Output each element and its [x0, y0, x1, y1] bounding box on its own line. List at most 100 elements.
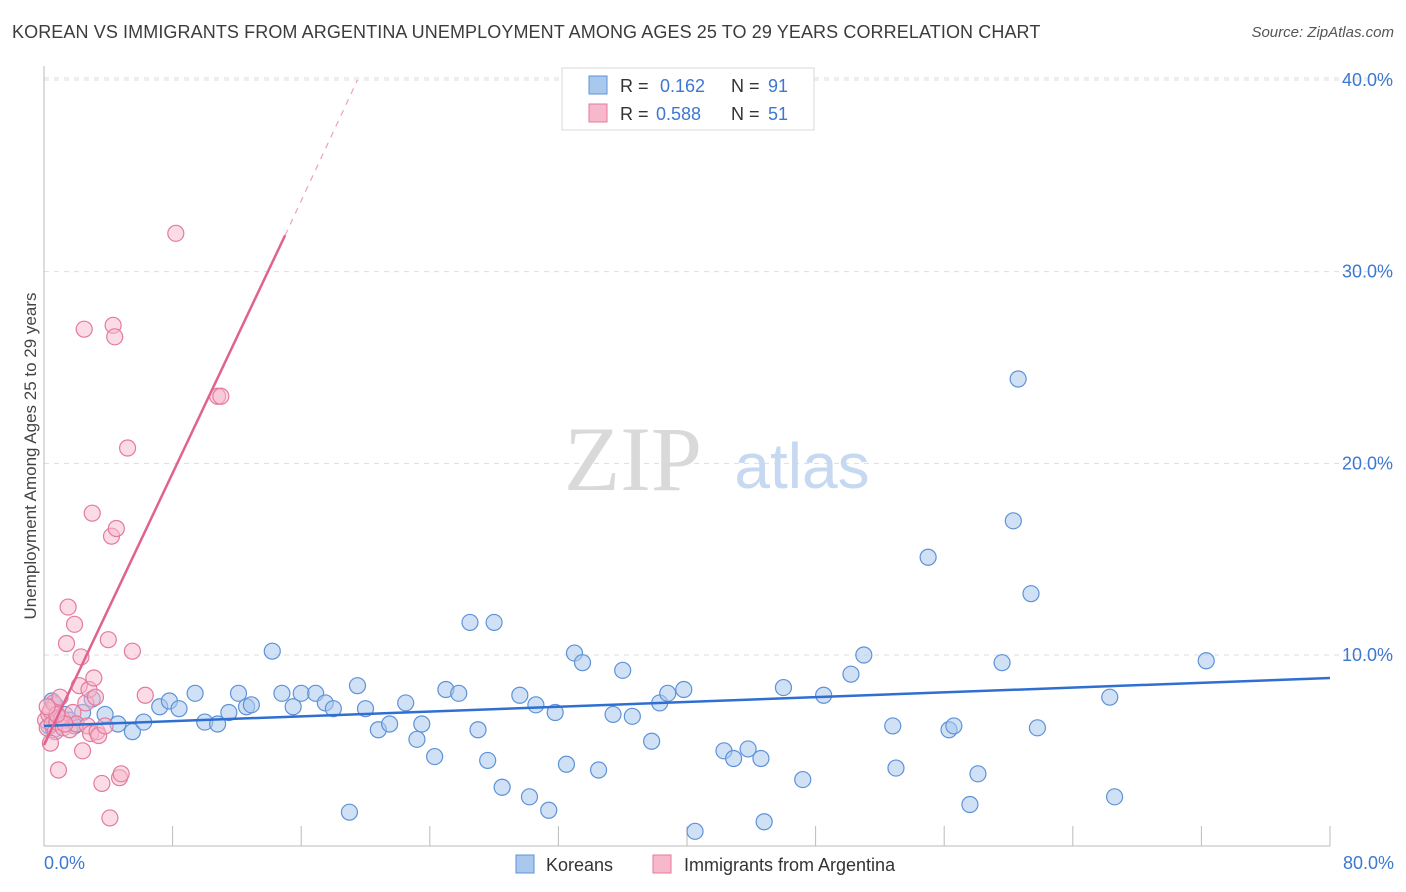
trend-line-argentina-extension	[284, 79, 359, 236]
point-koreans-70	[794, 770, 812, 789]
point-koreans-25	[273, 684, 291, 702]
point-koreans-48	[520, 788, 539, 806]
point-koreans-56	[604, 705, 622, 724]
point-argentina-42	[123, 642, 142, 660]
point-koreans-16	[170, 700, 188, 718]
legend-n-value-koreans: 91	[768, 76, 788, 96]
point-koreans-84	[1022, 585, 1040, 603]
bottom-legend-label-argentina: Immigrants from Argentina	[684, 855, 896, 875]
point-koreans-38	[413, 715, 431, 733]
point-koreans-24	[263, 642, 281, 660]
watermark: ZIP atlas	[564, 408, 870, 510]
bottom-legend-swatch-argentina	[652, 854, 672, 874]
point-koreans-46	[493, 778, 511, 796]
y-axis-label: Unemployment Among Ages 25 to 29 years	[21, 293, 40, 620]
chart-title: KOREAN VS IMMIGRANTS FROM ARGENTINA UNEM…	[12, 22, 1041, 42]
legend-swatch-argentina	[588, 103, 608, 123]
bottom-legend-swatch-koreans	[515, 854, 535, 874]
point-koreans-30	[324, 700, 342, 718]
point-koreans-36	[397, 694, 415, 712]
point-koreans-45	[485, 613, 503, 632]
point-koreans-54	[573, 654, 592, 672]
point-koreans-62	[675, 680, 693, 699]
chart-source: Source: ZipAtlas.com	[1251, 24, 1394, 41]
legend-r-value-koreans: 0.162	[660, 76, 705, 96]
point-koreans-76	[919, 548, 937, 566]
point-koreans-52	[557, 755, 576, 773]
point-koreans-63	[686, 822, 704, 840]
watermark-atlas: atlas	[734, 430, 869, 502]
series-argentina	[37, 224, 230, 827]
correlation-legend: R = 0.162 N = 91 R = 0.588 N = 51	[561, 67, 815, 131]
point-koreans-35	[381, 715, 399, 733]
y-tick-label-0: 10.0%	[1342, 645, 1393, 665]
point-argentina-50	[38, 698, 56, 716]
point-argentina-31	[93, 774, 111, 793]
point-koreans-86	[1101, 688, 1119, 706]
point-koreans-37	[408, 730, 426, 748]
legend-n-label-koreans: N =	[731, 76, 760, 96]
legend-swatch-koreans	[588, 75, 608, 95]
point-koreans-55	[589, 761, 608, 779]
x-tick-labels: 0.0% 80.0%	[44, 853, 1394, 873]
point-koreans-47	[511, 686, 529, 704]
point-koreans-41	[450, 684, 468, 702]
point-argentina-46	[212, 387, 230, 405]
point-koreans-83	[1009, 370, 1027, 388]
point-koreans-74	[884, 717, 902, 735]
point-koreans-65	[725, 749, 743, 768]
x-tick-label-max: 80.0%	[1343, 853, 1394, 873]
point-argentina-26	[83, 504, 101, 522]
x-tick-label-min: 0.0%	[44, 853, 85, 873]
point-koreans-58	[623, 707, 641, 725]
point-koreans-21	[229, 684, 248, 702]
point-koreans-59	[643, 732, 661, 750]
y-tick-label-3: 40.0%	[1342, 70, 1393, 90]
point-koreans-50	[540, 801, 558, 819]
point-argentina-34	[101, 809, 119, 827]
point-argentina-12	[57, 634, 76, 653]
point-argentina-37	[106, 328, 124, 346]
point-argentina-33	[99, 631, 117, 649]
point-koreans-32	[348, 677, 367, 695]
point-argentina-44	[167, 224, 185, 242]
point-argentina-41	[118, 439, 137, 457]
point-argentina-28	[86, 688, 105, 706]
point-koreans-87	[1105, 788, 1124, 806]
point-koreans-57	[614, 661, 632, 679]
point-koreans-42	[461, 613, 479, 632]
point-koreans-80	[969, 765, 987, 783]
point-koreans-73	[855, 646, 873, 664]
point-argentina-27	[85, 669, 103, 687]
legend-r-label-argentina: R =	[620, 104, 649, 124]
point-koreans-43	[469, 721, 487, 739]
point-argentina-21	[75, 320, 93, 338]
y-tick-labels: 10.0% 20.0% 30.0% 40.0%	[1342, 70, 1393, 665]
trend-lines	[42, 79, 1331, 746]
point-argentina-8	[49, 761, 68, 779]
y-tick-label-2: 30.0%	[1342, 262, 1393, 282]
trend-line-argentina	[42, 234, 287, 746]
point-koreans-85	[1028, 719, 1047, 737]
legend-r-value-argentina: 0.588	[656, 104, 701, 124]
point-koreans-72	[842, 665, 860, 683]
bottom-legend-label-koreans: Koreans	[546, 855, 613, 875]
point-koreans-26	[284, 698, 302, 716]
point-koreans-23	[242, 696, 260, 714]
point-koreans-81	[993, 654, 1011, 672]
watermark-zip: ZIP	[564, 408, 702, 510]
point-koreans-49	[527, 696, 545, 714]
point-koreans-88	[1197, 652, 1215, 670]
y-tick-label-1: 20.0%	[1342, 453, 1393, 473]
point-koreans-27	[292, 684, 310, 702]
point-argentina-40	[112, 765, 130, 783]
point-koreans-68	[755, 813, 773, 831]
point-argentina-38	[107, 519, 125, 538]
point-argentina-16	[65, 615, 84, 633]
point-koreans-69	[774, 678, 793, 697]
legend-r-label-koreans: R =	[620, 76, 649, 96]
point-koreans-39	[426, 747, 444, 766]
point-argentina-13	[59, 598, 77, 616]
point-koreans-71	[815, 686, 833, 704]
